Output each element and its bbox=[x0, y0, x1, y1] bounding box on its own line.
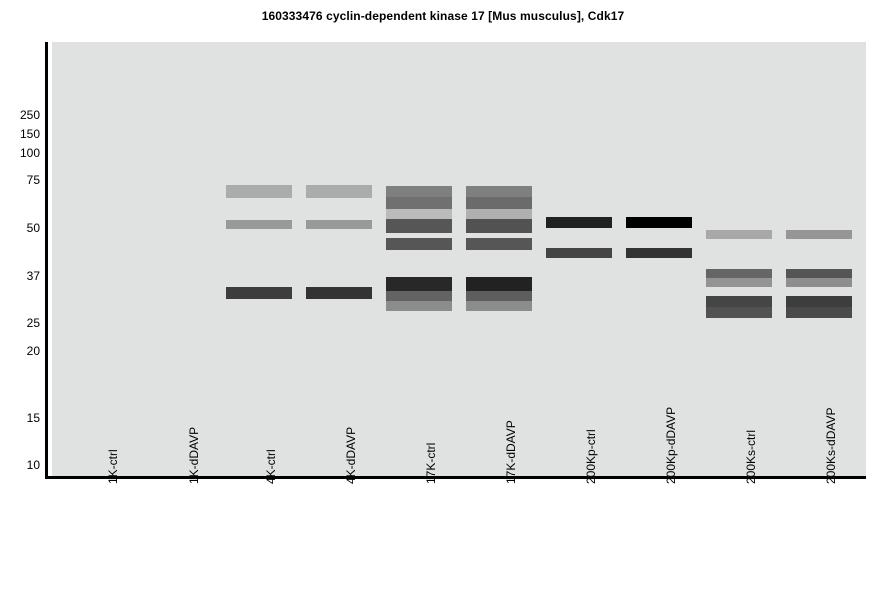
x-axis-tick-label: 1K-ctrl bbox=[106, 449, 120, 484]
protein-band bbox=[786, 269, 852, 278]
protein-band bbox=[226, 220, 292, 229]
protein-band bbox=[386, 238, 452, 250]
protein-band bbox=[466, 186, 532, 197]
plot-area bbox=[52, 42, 866, 476]
gel-lane bbox=[68, 0, 134, 434]
protein-band bbox=[386, 219, 452, 233]
gel-lane bbox=[706, 0, 772, 434]
x-axis-tick-label: 4K-ctrl bbox=[264, 449, 278, 484]
protein-band bbox=[706, 296, 772, 307]
protein-band bbox=[306, 220, 372, 229]
gel-lane bbox=[626, 0, 692, 434]
protein-band bbox=[466, 197, 532, 209]
protein-band bbox=[466, 219, 532, 233]
protein-band bbox=[786, 230, 852, 239]
y-axis-tick-label: 250 bbox=[19, 108, 40, 122]
gel-lane bbox=[386, 0, 452, 434]
protein-band bbox=[226, 287, 292, 299]
y-axis-tick-label: 10 bbox=[26, 458, 40, 472]
protein-band bbox=[466, 277, 532, 291]
protein-band bbox=[626, 217, 692, 228]
protein-band bbox=[466, 209, 532, 219]
protein-band bbox=[546, 217, 612, 228]
x-axis-tick-label: 4K-dDAVP bbox=[344, 426, 358, 484]
protein-band bbox=[386, 277, 452, 291]
protein-band bbox=[306, 185, 372, 198]
y-axis-tick-label: 20 bbox=[26, 344, 40, 358]
x-axis-line bbox=[45, 476, 866, 479]
protein-band bbox=[706, 269, 772, 278]
gel-lane bbox=[306, 0, 372, 434]
protein-band bbox=[466, 238, 532, 250]
y-axis-tick-label: 100 bbox=[19, 146, 40, 160]
gel-lane bbox=[466, 0, 532, 434]
protein-band bbox=[706, 307, 772, 318]
protein-band bbox=[386, 186, 452, 197]
page-title: 160333476 cyclin-dependent kinase 17 [Mu… bbox=[261, 9, 625, 23]
protein-band bbox=[706, 278, 772, 287]
y-axis-tick-label: 50 bbox=[26, 221, 40, 235]
gel-lane bbox=[149, 0, 215, 434]
protein-band bbox=[626, 248, 692, 258]
y-axis-line bbox=[45, 42, 48, 476]
protein-band bbox=[386, 209, 452, 219]
x-axis-tick-label: 1K-dDAVP bbox=[187, 426, 201, 484]
protein-band bbox=[386, 301, 452, 311]
y-axis-tick-label: 75 bbox=[26, 173, 40, 187]
gel-lane bbox=[786, 0, 852, 434]
protein-band bbox=[546, 248, 612, 258]
x-axis-tick-label: 200Kp-ctrl bbox=[584, 429, 598, 484]
protein-band bbox=[706, 230, 772, 239]
protein-band bbox=[386, 291, 452, 301]
protein-band bbox=[306, 287, 372, 299]
protein-band bbox=[386, 197, 452, 209]
protein-band bbox=[786, 278, 852, 287]
protein-band bbox=[466, 301, 532, 311]
y-axis-tick-label: 150 bbox=[19, 127, 40, 141]
x-axis-tick-label: 200Ks-ctrl bbox=[744, 429, 758, 484]
gel-lane bbox=[226, 0, 292, 434]
y-axis-tick-label: 25 bbox=[26, 316, 40, 330]
protein-band bbox=[226, 185, 292, 198]
x-axis-tick-label: 17K-ctrl bbox=[424, 442, 438, 484]
protein-band bbox=[786, 296, 852, 307]
protein-band bbox=[786, 307, 852, 318]
protein-band bbox=[466, 291, 532, 301]
y-axis-tick-label: 37 bbox=[26, 269, 40, 283]
gel-lane bbox=[546, 0, 612, 434]
y-axis-tick-label: 15 bbox=[26, 411, 40, 425]
